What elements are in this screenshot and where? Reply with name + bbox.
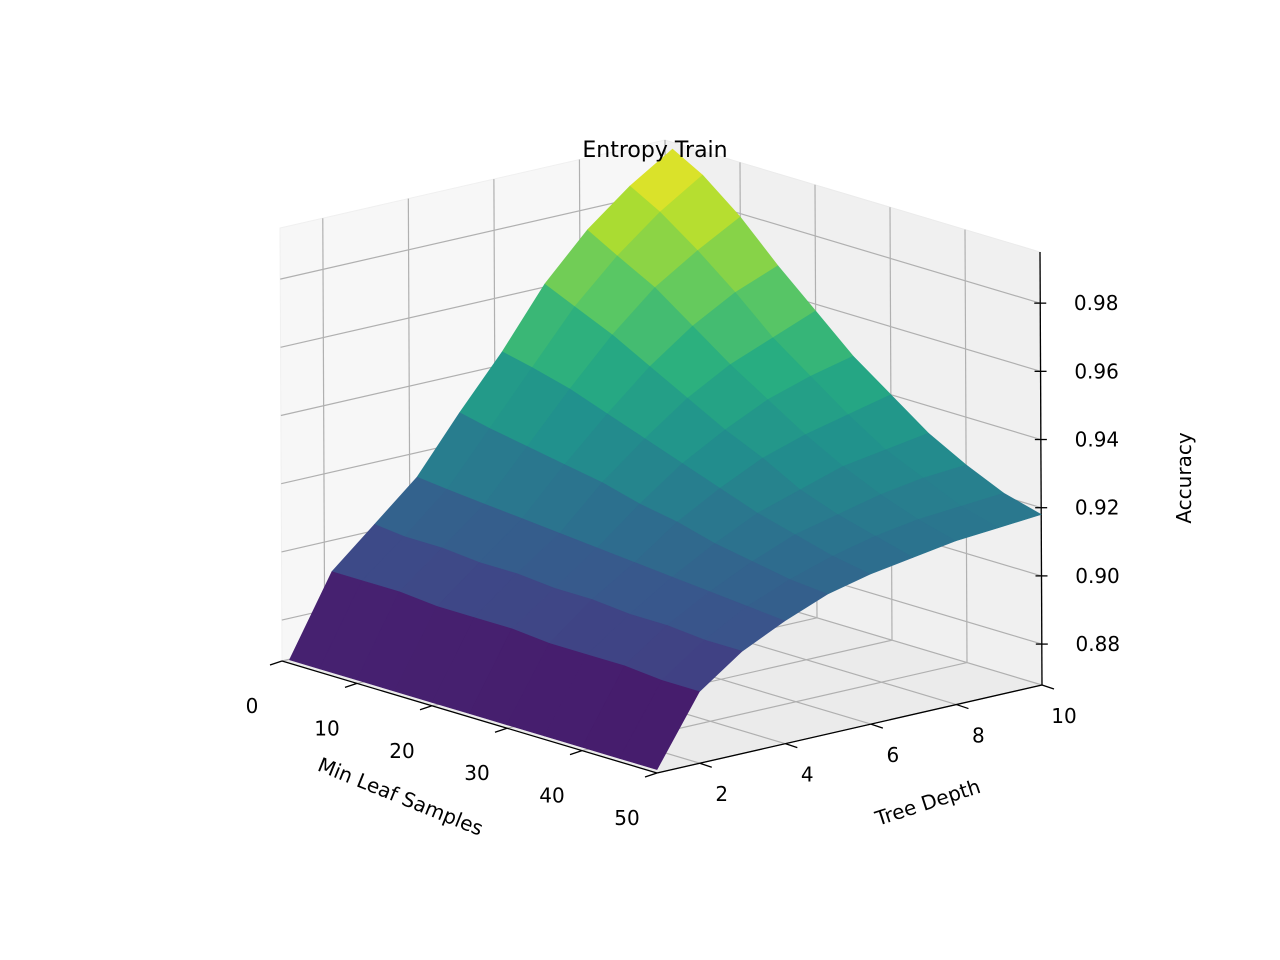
x-tick-label: 40: [539, 784, 564, 808]
y-tick: [956, 703, 969, 710]
surface-patch: [619, 680, 700, 770]
y-tick: [870, 723, 884, 729]
z-tick-label: 0.92: [1075, 496, 1120, 520]
x-axis-line: [281, 660, 658, 774]
z-axis-label: Accuracy: [1172, 432, 1196, 523]
y-tick: [785, 743, 798, 749]
y-axis-line: [656, 684, 1043, 774]
z-axis-line: [1039, 251, 1043, 686]
x-tick: [644, 772, 658, 778]
y-tick-label: 2: [715, 782, 728, 806]
y-axis-label: Tree Depth: [871, 774, 983, 831]
grid-line-y-wall: [322, 218, 326, 652]
x-axis-label: Min Leaf Samples: [315, 752, 487, 840]
y-tick: [699, 762, 712, 768]
x-tick: [569, 749, 583, 756]
x-tick-label: 0: [246, 694, 259, 718]
z-tick-label: 0.94: [1075, 428, 1120, 452]
x-tick: [269, 660, 283, 666]
chart-title: Entropy Train: [582, 138, 727, 163]
x-tick-label: 20: [389, 739, 414, 763]
tick-labels: 0 10 20 30 40 50 2 4 6 8 10 0.88 0.90 0.92 0.94 0.96 0.9…: [246, 291, 1120, 830]
x-tick: [419, 705, 433, 711]
y-tick-label: 4: [801, 763, 814, 787]
axis-lines: [269, 251, 1055, 778]
y-tick-label: 6: [887, 743, 900, 767]
x-tick: [494, 727, 508, 733]
z-tick-label: 0.96: [1074, 359, 1119, 383]
y-tick-label: 8: [972, 724, 985, 748]
surface-mesh: [289, 148, 1042, 770]
x-tick-label: 10: [314, 716, 339, 740]
z-tick-label: 0.90: [1075, 564, 1120, 588]
x-tick: [344, 682, 358, 689]
z-tick-label: 0.88: [1076, 632, 1121, 656]
grid-line-z-left: [280, 190, 666, 280]
grid-line-x-wall: [964, 229, 968, 663]
y-tick: [1041, 684, 1055, 690]
x-tick-label: 50: [614, 806, 639, 830]
y-tick-label: 10: [1051, 704, 1076, 728]
z-tick-label: 0.98: [1074, 291, 1119, 315]
x-tick-label: 30: [464, 761, 489, 785]
